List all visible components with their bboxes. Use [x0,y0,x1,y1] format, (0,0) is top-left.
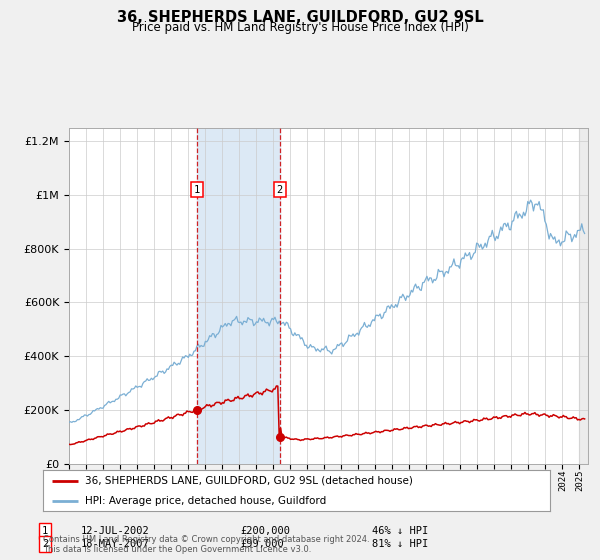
Text: 18-MAY-2007: 18-MAY-2007 [81,539,150,549]
Text: Contains HM Land Registry data © Crown copyright and database right 2024.
This d: Contains HM Land Registry data © Crown c… [43,535,370,554]
Bar [580,128,588,464]
Text: 12-JUL-2002: 12-JUL-2002 [81,526,150,536]
Text: 46% ↓ HPI: 46% ↓ HPI [372,526,428,536]
Text: 2: 2 [42,539,48,549]
Text: HPI: Average price, detached house, Guildford: HPI: Average price, detached house, Guil… [85,496,326,506]
Text: 36, SHEPHERDS LANE, GUILDFORD, GU2 9SL: 36, SHEPHERDS LANE, GUILDFORD, GU2 9SL [116,10,484,25]
Text: 1: 1 [194,184,200,194]
Bar [197,128,280,464]
Text: 36, SHEPHERDS LANE, GUILDFORD, GU2 9SL (detached house): 36, SHEPHERDS LANE, GUILDFORD, GU2 9SL (… [85,476,413,486]
Text: 1: 1 [42,526,48,536]
Text: £200,000: £200,000 [240,526,290,536]
Text: 81% ↓ HPI: 81% ↓ HPI [372,539,428,549]
Text: 2: 2 [277,184,283,194]
Text: £99,000: £99,000 [240,539,284,549]
Text: Price paid vs. HM Land Registry's House Price Index (HPI): Price paid vs. HM Land Registry's House … [131,21,469,34]
